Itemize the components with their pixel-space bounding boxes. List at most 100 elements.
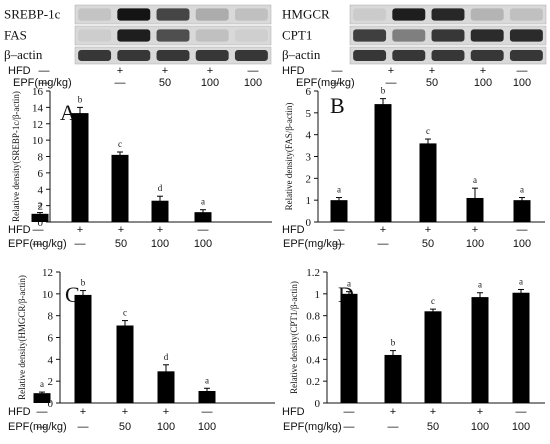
epf-value: 100 bbox=[466, 238, 484, 250]
hfd-value: + bbox=[207, 65, 213, 77]
hfd-value: — bbox=[248, 65, 259, 77]
bar-B-5 bbox=[513, 200, 531, 222]
bar-A-4 bbox=[151, 200, 169, 222]
epf-value: — bbox=[334, 238, 345, 250]
y-tick-label: 0.4 bbox=[306, 354, 320, 366]
epf-value: 100 bbox=[474, 77, 492, 89]
epf-value: 100 bbox=[513, 77, 531, 89]
bar-D-2 bbox=[384, 354, 402, 403]
bar-A-2 bbox=[71, 113, 89, 222]
hfd-value: — bbox=[517, 65, 528, 77]
y-tick-label: 0 bbox=[48, 398, 54, 410]
hfd-value: + bbox=[162, 65, 168, 77]
y-tick-label: 5 bbox=[306, 108, 312, 120]
blot-band bbox=[117, 29, 151, 42]
significance-letter: b bbox=[81, 278, 86, 288]
band-label: CPT1 bbox=[282, 28, 312, 43]
significance-letter: a bbox=[337, 185, 341, 195]
significance-letter: a bbox=[40, 379, 44, 389]
significance-letter: d bbox=[164, 352, 169, 362]
hfd-value: + bbox=[118, 224, 124, 236]
hfd-value: + bbox=[429, 65, 435, 77]
hfd-value: — bbox=[344, 406, 355, 418]
hfd-value: — bbox=[334, 224, 345, 236]
y-tick-label: 1 bbox=[306, 195, 312, 207]
blot-band bbox=[156, 8, 190, 21]
y-tick-label: 12 bbox=[42, 267, 53, 279]
chart-panel-B: 0 1 2 3 4 5 6 Relative density(FAS/β-actin) Ba b c… bbox=[284, 86, 545, 229]
y-tick-label: 3 bbox=[306, 152, 312, 164]
blot-band bbox=[234, 29, 268, 42]
y-tick-label: 0 bbox=[38, 217, 44, 229]
hfd-value: — bbox=[202, 406, 213, 418]
significance-letter: c bbox=[118, 139, 122, 149]
epf-label: EPF(mg/kg) bbox=[8, 421, 67, 433]
blot-band bbox=[156, 29, 190, 42]
blot-band bbox=[353, 50, 387, 61]
bar-A-3 bbox=[111, 154, 129, 222]
epf-value: 50 bbox=[119, 421, 131, 433]
hfd-value: + bbox=[80, 406, 86, 418]
y-tick-label: 16 bbox=[32, 86, 44, 98]
epf-value: 100 bbox=[201, 77, 219, 89]
hfd-value: + bbox=[157, 224, 163, 236]
blot-band bbox=[78, 8, 112, 21]
significance-letter: b bbox=[78, 94, 83, 104]
y-tick-label: 14 bbox=[32, 102, 44, 114]
significance-letter: a bbox=[38, 200, 42, 210]
hfd-value: + bbox=[122, 406, 128, 418]
y-tick-label: 12 bbox=[32, 119, 43, 131]
y-tick-label: 8 bbox=[38, 152, 44, 164]
y-tick-label: 10 bbox=[32, 135, 44, 147]
bar-D-5 bbox=[512, 292, 530, 403]
y-axis-title: Relative density(SREBP-1c/β-actin) bbox=[11, 91, 21, 222]
bar-C-3 bbox=[116, 325, 134, 403]
significance-letter: c bbox=[431, 296, 435, 306]
significance-letter: a bbox=[520, 185, 524, 195]
significance-letter: c bbox=[426, 126, 430, 136]
y-tick-label: 4 bbox=[48, 354, 54, 366]
epf-value: 50 bbox=[422, 238, 434, 250]
y-tick-label: 0.6 bbox=[306, 333, 320, 345]
blot-band bbox=[117, 50, 151, 61]
y-tick-label: 6 bbox=[306, 86, 312, 98]
significance-letter: b bbox=[391, 338, 396, 348]
y-tick-label: 0.8 bbox=[306, 311, 320, 323]
blot-band bbox=[195, 29, 229, 42]
blot-band bbox=[509, 50, 543, 61]
y-tick-label: 0.2 bbox=[306, 376, 320, 388]
bar-D-3 bbox=[424, 311, 442, 403]
hfd-label: HFD bbox=[8, 406, 31, 418]
epf-value: 100 bbox=[157, 421, 175, 433]
significance-letter: b bbox=[381, 86, 386, 96]
panel-letter: B bbox=[330, 93, 345, 118]
epf-value: 50 bbox=[115, 238, 127, 250]
hfd-value: + bbox=[477, 406, 483, 418]
significance-letter: a bbox=[347, 279, 351, 289]
hfd-value: — bbox=[516, 406, 527, 418]
epf-label: EPF(mg/kg) bbox=[283, 421, 342, 433]
bar-D-1 bbox=[340, 293, 358, 403]
epf-value: — bbox=[115, 77, 126, 89]
band-label: SREBP-1c bbox=[4, 7, 61, 22]
chart-panel-A: 0 2 4 6 8 10 12 14 16 Relative density(SREBP-1c/β… bbox=[11, 86, 272, 229]
hfd-value: + bbox=[430, 406, 436, 418]
significance-letter: d bbox=[158, 183, 163, 193]
epf-label: EPF(mg/kg) bbox=[296, 77, 355, 89]
blot-band bbox=[392, 50, 426, 61]
hfd-label: HFD bbox=[8, 65, 31, 77]
blot-band bbox=[431, 8, 465, 21]
epf-value: — bbox=[386, 77, 397, 89]
epf-value: 100 bbox=[151, 238, 169, 250]
y-tick-label: 4 bbox=[38, 184, 44, 196]
blot-band bbox=[431, 29, 465, 42]
hfd-label: HFD bbox=[8, 224, 31, 236]
bar-A-1 bbox=[31, 213, 49, 222]
hfd-value: + bbox=[472, 224, 478, 236]
epf-value: 50 bbox=[427, 421, 439, 433]
